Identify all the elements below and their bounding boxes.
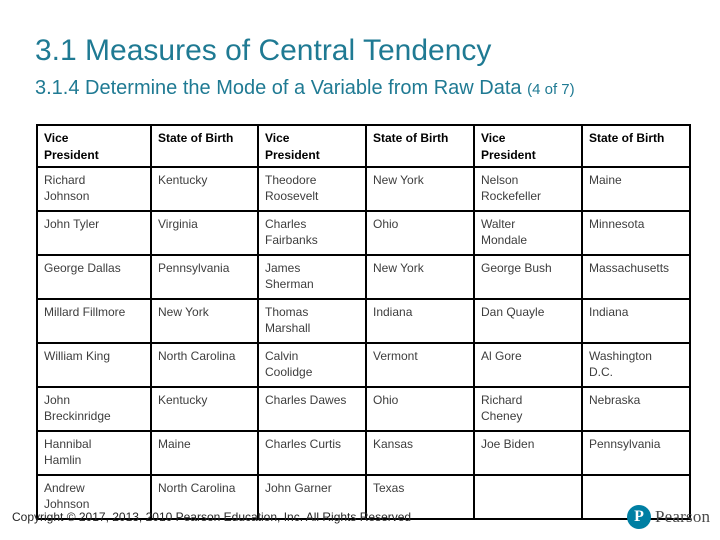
table-cell: Dan Quayle <box>473 297 583 344</box>
column-header: State of Birth <box>365 124 475 168</box>
column-header: State of Birth <box>150 124 259 168</box>
column-header: Vice President <box>257 124 367 168</box>
table-cell: North Carolina <box>150 341 259 388</box>
table-cell: Al Gore <box>473 341 583 388</box>
table-cell: Millard Fillmore <box>36 297 152 344</box>
table-row: Millard Fillmore New York Thomas Marshall I… <box>36 297 691 344</box>
pearson-logo: P Pearson <box>627 505 710 529</box>
table-row: George Dallas Pennsylvania James Sherman Ne… <box>36 253 691 300</box>
table-cell: New York <box>150 297 259 344</box>
copyright-text: Copyright © 2017, 2013, 2010 Pearson Edu… <box>12 510 412 524</box>
pearson-wordmark: Pearson <box>655 507 711 526</box>
table-cell: Indiana <box>581 297 691 344</box>
table-row: Andrew Johnson North Carolina John Garner T… <box>36 473 691 520</box>
table-cell: John Tyler <box>36 209 152 256</box>
table-cell: Kansas <box>365 429 475 476</box>
table-cell: Maine <box>581 165 691 212</box>
table-cell: Thomas Marshall <box>257 297 367 344</box>
table-cell: Washington D.C. <box>581 341 691 388</box>
page-subtitle: 3.1.4 Determine the Mode of a Variable f… <box>35 77 575 100</box>
pearson-p-icon: P <box>627 505 651 529</box>
vp-table: Vice President State of Birth Vice Preside… <box>36 124 691 520</box>
table-row: William King North Carolina Calvin Coolidg… <box>36 341 691 388</box>
table-body: Richard Johnson Kentucky Theodore Roosevel… <box>36 165 691 520</box>
table-cell: Calvin Coolidge <box>257 341 367 388</box>
table-row: John Tyler Virginia Charles Fairbanks Ohio W… <box>36 209 691 256</box>
table-cell: Ohio <box>365 209 475 256</box>
table-cell: Vermont <box>365 341 475 388</box>
table-cell: Charles Fairbanks <box>257 209 367 256</box>
table-cell: Walter Mondale <box>473 209 583 256</box>
table-cell: Pennsylvania <box>581 429 691 476</box>
table-cell: Indiana <box>365 297 475 344</box>
table-cell: Minnesota <box>581 209 691 256</box>
column-header: Vice President <box>36 124 152 168</box>
table-cell: George Bush <box>473 253 583 300</box>
page-subtitle-text: 3.1.4 Determine the Mode of a Variable f… <box>35 77 528 99</box>
table-cell: Richard Johnson <box>36 165 152 212</box>
table-cell: Ohio <box>365 385 475 432</box>
table-row: Hannibal Hamlin Maine Charles Curtis Kansas… <box>36 429 691 476</box>
table-row: Richard Johnson Kentucky Theodore Roosevel… <box>36 165 691 212</box>
table-cell: Charles Dawes <box>257 385 367 432</box>
table-cell: Kentucky <box>150 385 259 432</box>
table-cell: James Sherman <box>257 253 367 300</box>
table-cell: Joe Biden <box>473 429 583 476</box>
table-cell: Nelson Rockefeller <box>473 165 583 212</box>
table-cell <box>473 473 583 520</box>
table-cell: New York <box>365 165 475 212</box>
table-cell: Massachusetts <box>581 253 691 300</box>
table-cell: Pennsylvania <box>150 253 259 300</box>
table-cell: Hannibal Hamlin <box>36 429 152 476</box>
table-cell: Theodore Roosevelt <box>257 165 367 212</box>
table-header-row: Vice President State of Birth Vice Preside… <box>36 124 691 168</box>
page-subtitle-count: (4 of 7) <box>527 81 575 98</box>
table-cell: North Carolina <box>150 473 259 520</box>
column-header: State of Birth <box>581 124 691 168</box>
table-cell: Kentucky <box>150 165 259 212</box>
table-cell: Texas <box>365 473 475 520</box>
table-cell: Maine <box>150 429 259 476</box>
table-cell: George Dallas <box>36 253 152 300</box>
table-cell: John Garner <box>257 473 367 520</box>
table-cell: Nebraska <box>581 385 691 432</box>
column-header: Vice President <box>473 124 583 168</box>
table-cell: William King <box>36 341 152 388</box>
table-cell: John Breckinridge <box>36 385 152 432</box>
table-cell: Virginia <box>150 209 259 256</box>
page-title: 3.1 Measures of Central Tendency <box>35 34 492 67</box>
table-cell: Richard Cheney <box>473 385 583 432</box>
table-cell: New York <box>365 253 475 300</box>
table-cell: Charles Curtis <box>257 429 367 476</box>
table-cell: Andrew Johnson <box>36 473 152 520</box>
table-row: John Breckinridge Kentucky Charles Dawes Oh… <box>36 385 691 432</box>
